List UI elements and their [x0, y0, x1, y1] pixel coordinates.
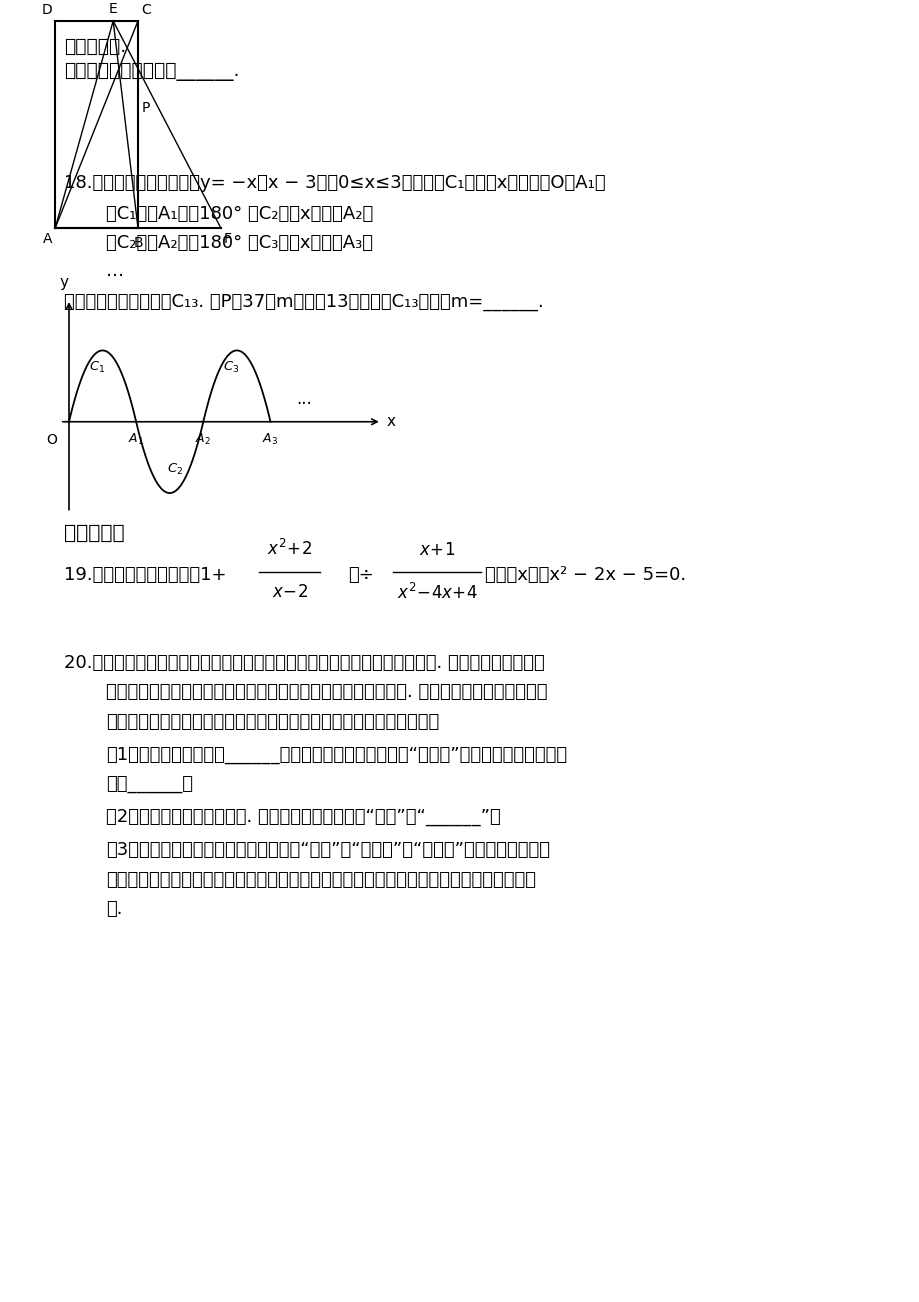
- Text: ）÷: ）÷: [347, 565, 373, 583]
- Text: $x\!-\!2$: $x\!-\!2$: [271, 582, 308, 600]
- Text: $x^2\!-\!4x\!+\!4$: $x^2\!-\!4x\!+\!4$: [396, 582, 477, 603]
- Text: （2）将条形统计图补充完整. 观察此图，支付方式的“众数”是“______”；: （2）将条形统计图补充完整. 观察此图，支付方式的“众数”是“______”；: [106, 807, 500, 825]
- Text: P: P: [142, 100, 150, 115]
- Text: $C_1$: $C_1$: [89, 359, 105, 375]
- Text: 将C₁绕点A₁旋转180° 得C₂，交x轴于点A₂；: 将C₁绕点A₁旋转180° 得C₂，交x轴于点A₂；: [106, 204, 372, 223]
- Text: $A_3$: $A_3$: [262, 432, 278, 447]
- Text: A: A: [43, 232, 52, 246]
- Text: C: C: [141, 3, 151, 17]
- Text: $x\!+\!1$: $x\!+\!1$: [418, 542, 455, 560]
- Text: （1）这次活动共调查了______人；在山形统计图中，表示“支付宝”支付的山形圆心角的度: （1）这次活动共调查了______人；在山形统计图中，表示“支付宝”支付的山形圆…: [106, 746, 566, 763]
- Text: 将C₂绕点A₂旋转180° 得C₃，交x轴于点A₃；: 将C₂绕点A₂旋转180° 得C₃，交x轴于点A₃；: [106, 234, 372, 253]
- Text: 18.　如图，一段抛物线：y= −x（x − 3）（0≤x≤3），记为C₁，它与x轴交于点O，A₁；: 18. 如图，一段抛物线：y= −x（x − 3）（0≤x≤3），记为C₁，它与…: [64, 173, 606, 191]
- Text: D: D: [41, 3, 52, 17]
- Text: 计了一份调查问卷，要求每人选且只选一种你最喜欢的支付方式. 现将调查结果进行统计并绘: 计了一份调查问卷，要求每人选且只选一种你最喜欢的支付方式. 现将调查结果进行统计…: [106, 684, 547, 702]
- Text: …: …: [106, 262, 124, 280]
- Text: $x^2\!+\!2$: $x^2\!+\!2$: [267, 539, 312, 560]
- Text: B: B: [133, 236, 142, 250]
- Text: ...: ...: [296, 389, 312, 408]
- Text: $A_2$: $A_2$: [195, 432, 211, 447]
- Text: O: O: [46, 434, 57, 448]
- Text: 是正三角形.: 是正三角形.: [64, 36, 127, 56]
- Text: 其中正确结论的序号是______.: 其中正确结论的序号是______.: [64, 62, 240, 81]
- Text: 数为______；: 数为______；: [106, 775, 193, 793]
- Text: 如此进行下去，直至得C₁₃. 若P（37，m）在第13段抛物线C₁₃上，则m=______.: 如此进行下去，直至得C₁₃. 若P（37，m）在第13段抛物线C₁₃上，则m=_…: [64, 293, 543, 311]
- Text: （3）在一次购物中，小明和小亮都想从“微信”、“支付宝”、“银行卡”三种支付方式中选: （3）在一次购物中，小明和小亮都想从“微信”、“支付宝”、“银行卡”三种支付方式…: [106, 841, 550, 859]
- Text: F: F: [223, 232, 232, 246]
- Text: $C_2$: $C_2$: [167, 462, 183, 477]
- Text: 制成如下两幅不完整的统计图，请结合图中所给的信息解答下列问题：: 制成如下两幅不完整的统计图，请结合图中所给的信息解答下列问题：: [106, 713, 438, 732]
- Text: 19.　先化简，再求值：（1+: 19. 先化简，再求值：（1+: [64, 565, 227, 583]
- Text: ，其中x满足x² − 2x − 5=0.: ，其中x满足x² − 2x − 5=0.: [484, 565, 686, 583]
- Text: 率.: 率.: [106, 900, 122, 918]
- Text: $C_3$: $C_3$: [223, 359, 240, 375]
- Text: 三、解答题: 三、解答题: [64, 525, 125, 543]
- Text: E: E: [108, 1, 118, 16]
- Text: x: x: [386, 414, 395, 430]
- Text: $A_1$: $A_1$: [128, 432, 144, 447]
- Text: y: y: [60, 275, 69, 290]
- Text: 一种方式进行支付，请用画树状图或列表格的方法，求出两人恰好选择同一种支付方式的概: 一种方式进行支付，请用画树状图或列表格的方法，求出两人恰好选择同一种支付方式的概: [106, 871, 535, 889]
- Text: 20.　随着信息技术的迅猛发展，人们去商场购物的支付方式更加多样、便捷. 某校数学兴趣小组设: 20. 随着信息技术的迅猛发展，人们去商场购物的支付方式更加多样、便捷. 某校数…: [64, 654, 545, 672]
